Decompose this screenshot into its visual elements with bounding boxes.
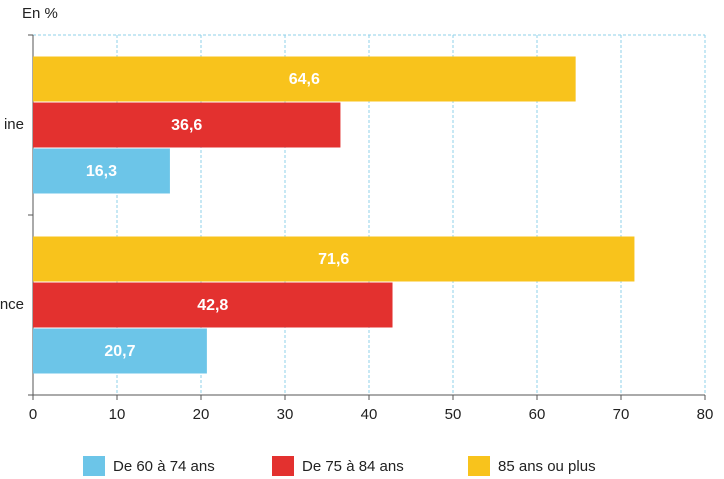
bar	[33, 328, 207, 374]
x-tick-label: 70	[613, 406, 630, 423]
legend-swatch	[83, 456, 105, 476]
unit-label: En %	[22, 5, 58, 22]
value-label: 42,8	[197, 297, 228, 314]
x-tick-label: 60	[529, 406, 546, 423]
value-label: 64,6	[289, 71, 320, 88]
x-tick-label: 40	[361, 406, 378, 423]
legend-swatch	[272, 456, 294, 476]
legend-swatch	[468, 456, 490, 476]
value-label: 16,3	[86, 163, 117, 180]
value-label: 71,6	[318, 251, 349, 268]
x-tick-label: 80	[697, 406, 714, 423]
y-tick-label: ine	[4, 116, 24, 133]
x-tick-label: 30	[277, 406, 294, 423]
x-tick-label: 10	[109, 406, 126, 423]
x-tick-label: 0	[29, 406, 37, 423]
x-tick-label: 20	[193, 406, 210, 423]
bar	[33, 236, 635, 282]
y-tick-label: nce	[0, 296, 24, 313]
x-tick-label: 50	[445, 406, 462, 423]
bar	[33, 56, 576, 102]
bar	[33, 102, 341, 148]
bar	[33, 282, 393, 328]
legend-label: De 60 à 74 ans	[113, 458, 215, 475]
legend-label: De 75 à 84 ans	[302, 458, 404, 475]
value-label: 36,6	[171, 117, 202, 134]
legend-label: 85 ans ou plus	[498, 458, 596, 475]
bar	[33, 148, 170, 194]
value-label: 20,7	[104, 343, 135, 360]
